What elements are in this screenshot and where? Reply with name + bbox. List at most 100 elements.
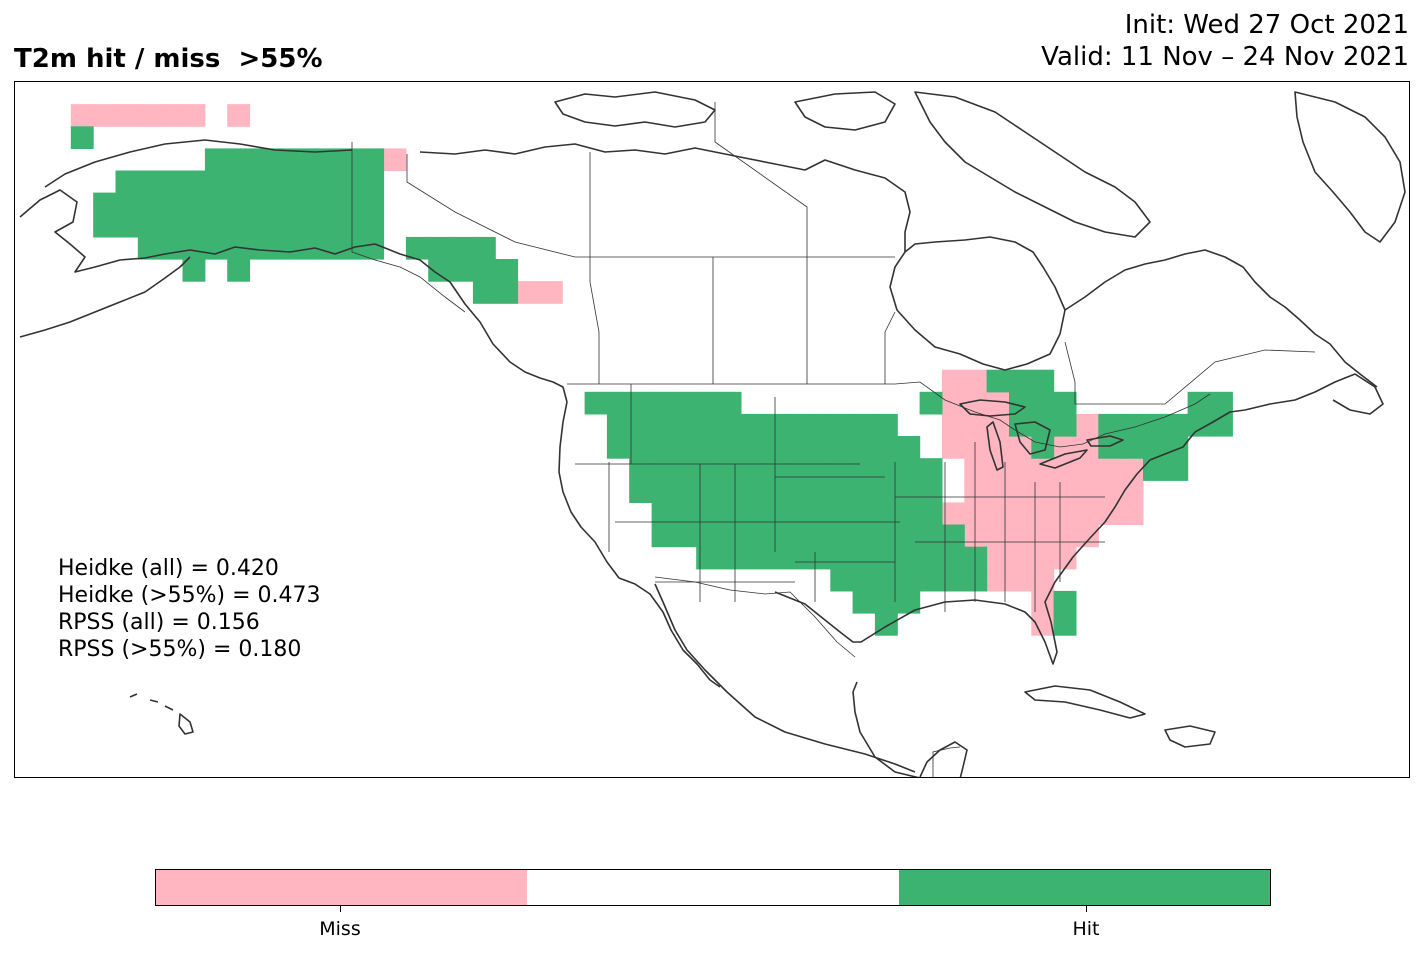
hit-cell — [852, 590, 876, 614]
hit-cell — [807, 458, 831, 481]
hit-cell — [673, 458, 697, 481]
hit-cell — [1053, 590, 1077, 614]
miss-cell — [93, 104, 117, 127]
miss-cell — [1076, 502, 1099, 526]
hit-cell — [696, 480, 720, 503]
political-borders — [351, 102, 1316, 777]
miss-cell — [1009, 436, 1032, 459]
hit-cell — [606, 436, 630, 459]
miss-cell — [227, 104, 251, 127]
hit-cell — [249, 170, 273, 194]
hit-cell — [785, 502, 809, 526]
rpss-all: RPSS (all) = 0.156 — [58, 610, 260, 635]
hit-cell — [1009, 369, 1032, 393]
coastline-mexico-west — [654, 583, 916, 773]
miss-cell — [986, 413, 1010, 437]
miss-cell — [1053, 502, 1077, 526]
hit-cell — [472, 259, 496, 282]
hit-cell — [204, 214, 228, 238]
hit-cell — [852, 480, 876, 503]
miss-cell — [517, 281, 541, 304]
hit-cell — [673, 413, 697, 437]
hit-cell — [807, 546, 831, 570]
hit-cell — [830, 524, 854, 548]
hit-cell — [807, 524, 831, 548]
coastline-cuba — [1024, 685, 1146, 719]
coastlines — [19, 91, 1406, 777]
hit-cell — [941, 546, 965, 570]
rpss-55: RPSS (>55%) = 0.180 — [58, 637, 302, 662]
hit-cell — [919, 458, 943, 481]
coastline-bc — [374, 243, 568, 403]
hit-cell — [919, 480, 943, 503]
colorbar-miss-segment — [156, 870, 528, 905]
hit-cell — [874, 413, 898, 437]
hit-cell — [584, 391, 608, 415]
hit-cell — [763, 546, 787, 570]
miss-cell — [115, 104, 139, 127]
coastline-hispaniola — [1164, 725, 1216, 748]
miss-cell — [1076, 458, 1099, 481]
hit-cell — [785, 436, 809, 459]
hit-cell — [673, 524, 697, 548]
hit-cell — [1165, 413, 1189, 437]
border-manitoba-ontario — [884, 311, 896, 384]
hit-cell — [785, 480, 809, 503]
hit-cell — [696, 524, 720, 548]
hit-cell — [294, 170, 318, 194]
miss-cell — [1009, 524, 1032, 548]
hit-cell — [740, 458, 764, 481]
hit-cell — [495, 259, 519, 282]
coastline-arctic-mainland — [419, 143, 911, 252]
hit-cell — [785, 524, 809, 548]
hit-cell — [919, 568, 943, 592]
hit-cell — [740, 546, 764, 570]
miss-cell — [1031, 524, 1055, 548]
border-quebec-labrador — [1064, 341, 1316, 405]
hit-cell — [673, 480, 697, 503]
hit-cell — [696, 413, 720, 437]
hit-cell — [1009, 413, 1032, 437]
hit-cell — [249, 148, 273, 172]
coastline-baffin — [914, 91, 1151, 238]
border-central-america — [932, 746, 961, 777]
hit-cell — [651, 391, 675, 415]
coastline-labrador — [1064, 249, 1378, 388]
hit-cell — [673, 436, 697, 459]
hit-cell — [807, 502, 831, 526]
lake-ontario — [1086, 435, 1124, 447]
hit-cell — [361, 214, 385, 238]
coastline-hawaii — [129, 693, 194, 735]
miss-cell — [1053, 524, 1077, 548]
hit-cell — [629, 413, 653, 437]
miss-cell — [137, 104, 161, 127]
miss-cell — [941, 369, 965, 393]
hit-cell — [740, 524, 764, 548]
map-panel — [14, 81, 1410, 778]
hit-cell — [919, 391, 943, 415]
hit-cell — [204, 170, 228, 194]
coastline-alaska — [44, 139, 353, 188]
miss-cell — [1098, 458, 1122, 481]
hit-cell — [70, 126, 94, 149]
miss-cell — [1076, 480, 1099, 503]
coastline-alaska-west — [19, 189, 376, 273]
hit-cell — [606, 391, 630, 415]
hit-cell — [919, 546, 943, 570]
hit-cell — [718, 413, 742, 437]
hit-cell — [472, 236, 496, 260]
hit-cell — [696, 502, 720, 526]
miss-cell — [160, 104, 184, 127]
hit-cell — [874, 613, 898, 636]
miss-cell — [986, 568, 1010, 592]
hit-cell — [651, 436, 675, 459]
colorbar-neutral-segment — [527, 870, 899, 905]
miss-cell — [964, 436, 988, 459]
hit-cell — [1143, 436, 1166, 459]
hit-cell — [785, 458, 809, 481]
hit-cell — [785, 546, 809, 570]
hit-cell — [830, 502, 854, 526]
coastline-uswest — [558, 401, 721, 688]
colorbar-tick-hit — [1086, 906, 1087, 912]
hit-cell — [897, 436, 921, 459]
